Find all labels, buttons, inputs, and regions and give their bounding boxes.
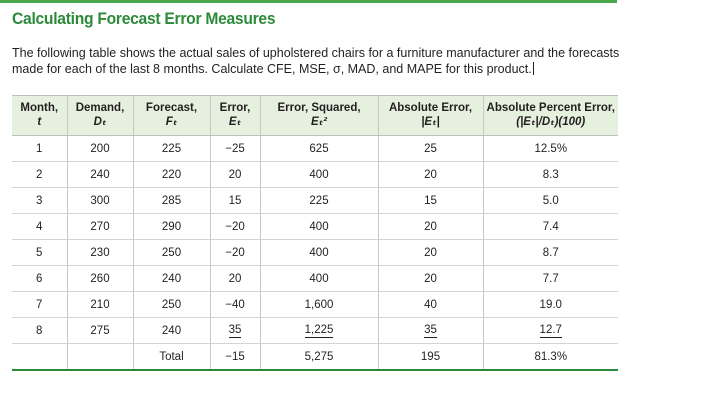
header-absolute-percent-error: Absolute Percent Error, (|Eₜ|/Dₜ)(100) [482, 95, 618, 136]
table-row: 1 200 225 −25 625 25 12.5% [12, 135, 618, 162]
cell-error: 20 [209, 161, 260, 188]
cell-error-squared: 400 [259, 239, 378, 266]
page-title: Calculating Forecast Error Measures [12, 9, 276, 28]
underlined-value: 35 [424, 323, 437, 338]
cell-absolute-percent-error: 8.7 [482, 239, 618, 266]
cell-demand: 230 [66, 239, 133, 266]
cell-absolute-percent-error: 19.0 [482, 291, 618, 318]
cell-month: 3 [12, 187, 67, 214]
table-header-row: Month, t Demand, Dₜ Forecast, Fₜ Error, Eₜ E… [12, 95, 618, 136]
table-row: 6 260 240 20 400 20 7.7 [12, 265, 618, 292]
cell-demand: 300 [66, 187, 133, 214]
cell-forecast: 290 [132, 213, 210, 240]
cell-forecast: 240 [132, 265, 210, 292]
header-absolute-error: Absolute Error, |Eₜ| [377, 95, 483, 136]
cell-demand: 270 [66, 213, 133, 240]
cell-absolute-error: 20 [377, 161, 483, 188]
cell-forecast: 285 [132, 187, 210, 214]
cell-error-squared: 400 [259, 265, 378, 292]
table-body: 1 200 225 −25 625 25 12.5% 2 240 220 20 … [12, 135, 618, 371]
cell-absolute-error: 35 [377, 317, 483, 344]
total-blank-cell [12, 343, 67, 371]
cell-error-squared: 1,600 [259, 291, 378, 318]
total-error-squared: 5,275 [259, 343, 378, 371]
cell-absolute-percent-error: 12.7 [482, 317, 618, 344]
header-demand: Demand, Dₜ [66, 95, 133, 136]
cell-demand: 200 [66, 135, 133, 162]
cell-month: 2 [12, 161, 67, 188]
cell-absolute-error: 20 [377, 265, 483, 292]
problem-text: The following table shows the actual sal… [12, 46, 620, 76]
cell-error-squared: 400 [259, 213, 378, 240]
cell-error-squared: 225 [259, 187, 378, 214]
cell-forecast: 240 [132, 317, 210, 344]
cell-forecast: 225 [132, 135, 210, 162]
table-row: 8 275 240 35 1,225 35 12.7 [12, 317, 618, 344]
total-error: −15 [209, 343, 260, 371]
cell-month: 4 [12, 213, 67, 240]
cell-absolute-percent-error: 5.0 [482, 187, 618, 214]
cell-absolute-percent-error: 8.3 [482, 161, 618, 188]
header-error: Error, Eₜ [209, 95, 260, 136]
header-month: Month, t [12, 95, 67, 136]
problem-statement: The following table shows the actual sal… [12, 45, 652, 77]
cell-forecast: 250 [132, 291, 210, 318]
cell-forecast: 220 [132, 161, 210, 188]
forecast-error-table: Month, t Demand, Dₜ Forecast, Fₜ Error, Eₜ E… [12, 95, 618, 371]
cell-month: 5 [12, 239, 67, 266]
table-row: 7 210 250 −40 1,600 40 19.0 [12, 291, 618, 318]
underlined-value: 35 [228, 323, 242, 338]
cell-error: 35 [209, 317, 260, 344]
top-accent-bar [0, 0, 617, 3]
cell-error-squared: 400 [259, 161, 378, 188]
header-forecast: Forecast, Fₜ [132, 95, 210, 136]
total-absolute-error: 195 [377, 343, 483, 371]
cell-month: 1 [12, 135, 67, 162]
total-label: Total [132, 343, 210, 371]
cell-error: −20 [209, 239, 260, 266]
cell-absolute-percent-error: 7.7 [482, 265, 618, 292]
table-row: 4 270 290 −20 400 20 7.4 [12, 213, 618, 240]
cell-absolute-percent-error: 12.5% [482, 135, 618, 162]
cell-absolute-error: 25 [377, 135, 483, 162]
cell-forecast: 250 [132, 239, 210, 266]
cell-demand: 260 [66, 265, 133, 292]
table-row: 5 230 250 −20 400 20 8.7 [12, 239, 618, 266]
cell-error: −40 [209, 291, 260, 318]
cell-error-squared: 1,225 [259, 317, 378, 344]
cell-absolute-percent-error: 7.4 [482, 213, 618, 240]
underlined-value: 12.7 [539, 323, 562, 338]
cell-demand: 240 [66, 161, 133, 188]
table-row: 2 240 220 20 400 20 8.3 [12, 161, 618, 188]
cell-month: 8 [12, 317, 67, 344]
underlined-value: 1,225 [304, 323, 334, 338]
total-absolute-percent-error: 81.3% [482, 343, 618, 371]
cell-absolute-error: 20 [377, 213, 483, 240]
forecast-error-table-wrapper: Month, t Demand, Dₜ Forecast, Fₜ Error, Eₜ E… [12, 95, 618, 371]
total-row: Total −15 5,275 195 81.3% [12, 343, 618, 371]
cell-demand: 210 [66, 291, 133, 318]
cell-absolute-error: 40 [377, 291, 483, 318]
cell-error: −25 [209, 135, 260, 162]
cell-demand: 275 [66, 317, 133, 344]
cell-absolute-error: 15 [377, 187, 483, 214]
cell-month: 6 [12, 265, 67, 292]
cell-error: 20 [209, 265, 260, 292]
table-row: 3 300 285 15 225 15 5.0 [12, 187, 618, 214]
cell-month: 7 [12, 291, 67, 318]
header-error-squared: Error, Squared, Eₜ² [259, 95, 378, 136]
cell-error: −20 [209, 213, 260, 240]
cell-absolute-error: 20 [377, 239, 483, 266]
cell-error: 15 [209, 187, 260, 214]
cell-error-squared: 625 [259, 135, 378, 162]
total-blank-cell [66, 343, 133, 371]
text-cursor [532, 62, 534, 75]
